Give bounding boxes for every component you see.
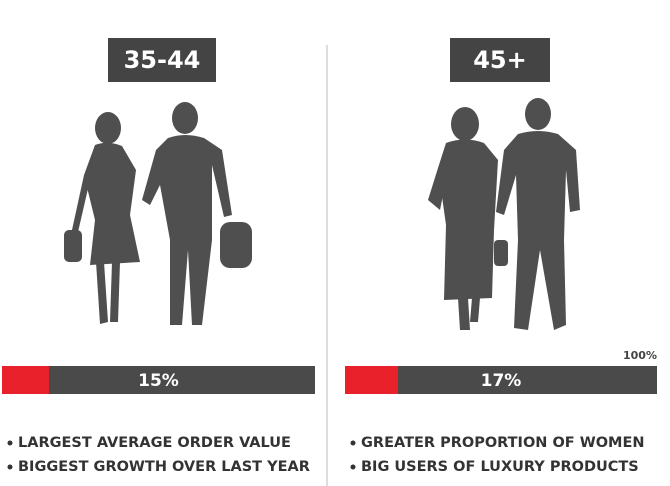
bar-fill [345, 366, 399, 394]
couple-silhouette [428, 98, 580, 330]
bar-label: 17% [481, 371, 522, 391]
bullet-text: BIG USERS OF LUXURY PRODUCTS [361, 459, 639, 475]
bullet-dot [350, 464, 356, 470]
bar-label: 15% [138, 371, 179, 391]
bullet-text: LARGEST AVERAGE ORDER VALUE [18, 435, 291, 451]
age-title: 35-44 [124, 46, 201, 74]
title-box [450, 38, 550, 82]
couple-silhouette [64, 102, 252, 325]
age-title: 45+ [473, 46, 527, 74]
bullet-dot [7, 464, 13, 470]
bar-fill [2, 366, 49, 394]
bullet-text: BIGGEST GROWTH OVER LAST YEAR [18, 459, 310, 475]
bullet-text: GREATER PROPORTION OF WOMEN [361, 435, 645, 451]
scale-label: 100% [623, 349, 657, 362]
bullet-dot [350, 440, 356, 446]
bullet-dot [7, 440, 13, 446]
bar-track [2, 366, 315, 394]
title-box [108, 38, 216, 82]
